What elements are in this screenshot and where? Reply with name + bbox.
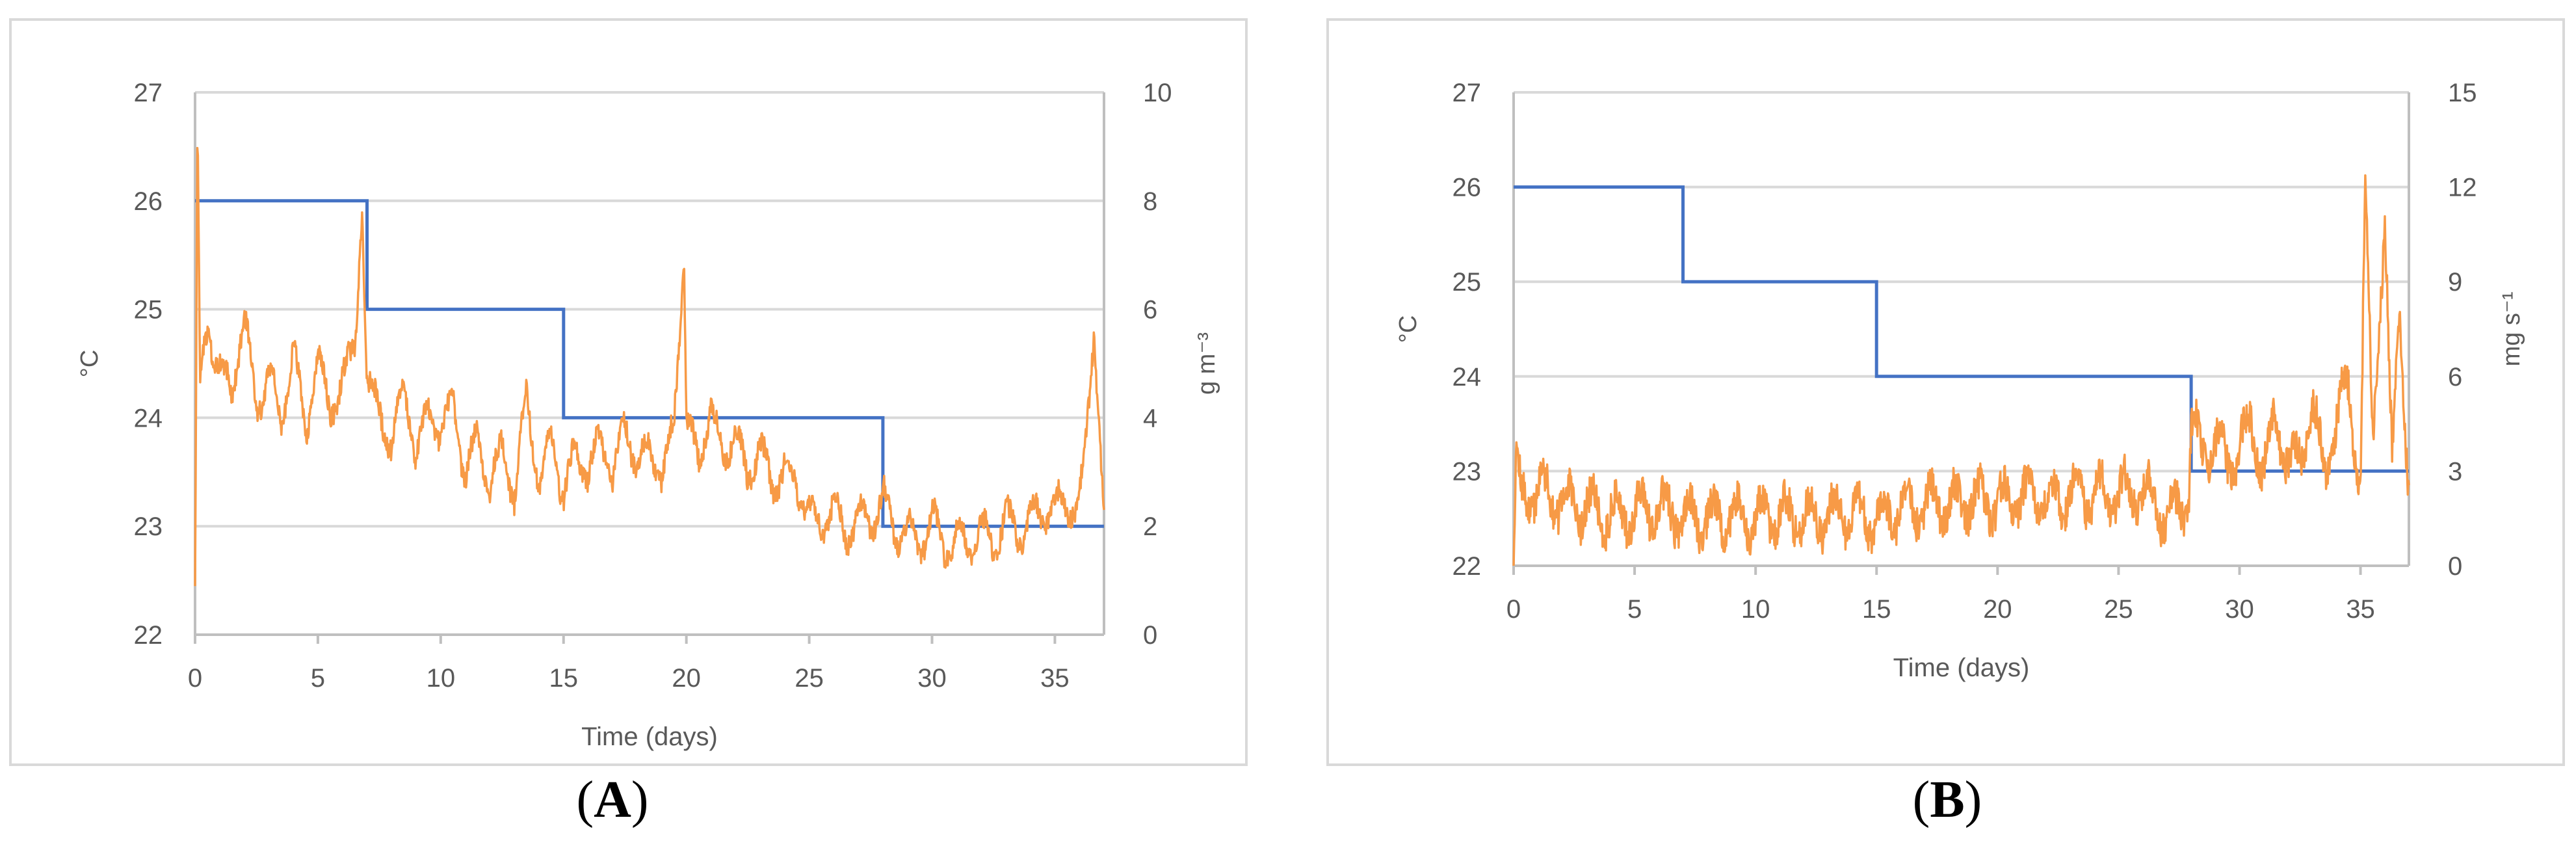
- x-tick-label: 15: [1862, 595, 1891, 624]
- x-axis-title: Time (days): [581, 722, 718, 751]
- y-left-axis-title: °C: [76, 350, 103, 378]
- y-right-tick-label: 8: [1143, 187, 1157, 216]
- x-tick-label: 5: [1627, 595, 1642, 624]
- y-left-axis-title: °C: [1395, 315, 1422, 343]
- y-left-tick-label: 22: [134, 621, 163, 650]
- panel-label-a: (A): [576, 771, 649, 828]
- y-left-tick-label: 23: [134, 512, 163, 541]
- x-tick-label: 35: [1040, 664, 1070, 693]
- x-tick-label: 35: [2346, 595, 2375, 624]
- y-left-tick-label: 24: [134, 404, 163, 432]
- y-right-tick-label: 9: [2448, 268, 2462, 297]
- x-tick-label: 5: [311, 664, 325, 693]
- y-left-tick-label: 26: [134, 187, 163, 216]
- y-right-tick-label: 6: [1143, 296, 1157, 325]
- y-right-axis-title: g m⁻³: [1193, 332, 1220, 395]
- y-right-tick-label: 0: [2448, 552, 2462, 581]
- y-left-tick-label: 27: [134, 79, 163, 107]
- y-left-tick-label: 25: [1452, 268, 1482, 297]
- x-tick-label: 30: [2225, 595, 2254, 624]
- y-left-tick-label: 22: [1452, 552, 1482, 581]
- panel-label-b: (B): [1912, 771, 1982, 828]
- measured-noisy-line: [1512, 174, 2410, 566]
- x-axis-title: Time (days): [1893, 654, 2030, 682]
- y-left-tick-label: 24: [1452, 363, 1482, 391]
- setpoint-step-line: [195, 199, 1104, 528]
- y-right-tick-label: 3: [2448, 457, 2462, 486]
- y-right-tick-label: 15: [2448, 79, 2477, 107]
- y-left-tick-label: 27: [1452, 79, 1482, 107]
- y-right-axis-title: mg s⁻¹: [2498, 291, 2525, 366]
- measured-noisy-line: [194, 146, 1105, 587]
- y-right-tick-label: 0: [1143, 621, 1157, 650]
- chart-panel-a: 0 5 10 15 20 25 30 35 22 23 24 25 26 27 0 2 4 6 8 10 Time (d…: [9, 18, 1248, 766]
- x-tick-label: 20: [1983, 595, 2012, 624]
- y-right-tick-label: 6: [2448, 363, 2462, 391]
- y-left-tick-label: 23: [1452, 457, 1482, 486]
- x-tick-label: 10: [427, 664, 456, 693]
- y-right-tick-label: 12: [2448, 174, 2477, 202]
- x-tick-label: 0: [188, 664, 202, 693]
- x-tick-label: 10: [1741, 595, 1770, 624]
- chart-panel-b: 0 5 10 15 20 25 30 35 22 23 24 25 26 27 0 3 6 9 12 15 Time (…: [1326, 18, 2565, 766]
- y-left-tick-label: 26: [1452, 174, 1482, 202]
- x-tick-label: 25: [795, 664, 824, 693]
- y-right-tick-label: 2: [1143, 512, 1157, 541]
- setpoint-step-line: [1514, 185, 2409, 473]
- x-tick-label: 15: [549, 664, 579, 693]
- x-tick-label: 0: [1506, 595, 1521, 624]
- x-tick-label: 30: [917, 664, 947, 693]
- chart-b-svg: 0 5 10 15 20 25 30 35 22 23 24 25 26 27 0 3 6 9 12 15 Time (…: [1395, 79, 2525, 682]
- y-left-tick-label: 25: [134, 296, 163, 325]
- x-tick-label: 25: [2104, 595, 2133, 624]
- x-tick-label: 20: [672, 664, 701, 693]
- y-right-tick-label: 4: [1143, 404, 1157, 432]
- y-right-tick-label: 10: [1143, 79, 1172, 107]
